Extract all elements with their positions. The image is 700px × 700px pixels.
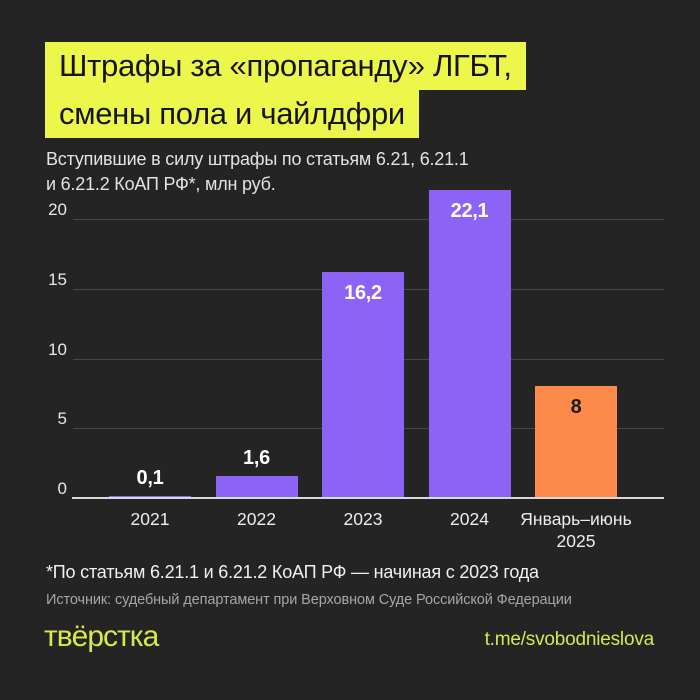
footnote: *По статьям 6.21.1 и 6.21.2 КоАП РФ — на…: [46, 562, 539, 582]
source-credit: Источник: судебный департамент при Верхо…: [46, 592, 572, 608]
telegram-link[interactable]: t.me/svobodnieslova: [484, 629, 655, 650]
gridline-y20: [73, 219, 664, 220]
chart-subtitle: Вступившие в силу штрафы по статьям 6.21…: [46, 149, 469, 194]
y-axis-tick-0: 0: [57, 479, 67, 498]
y-axis-tick-5: 5: [57, 409, 67, 429]
bar-value-label: 22,1: [450, 199, 489, 222]
title-line-1: Штрафы за «пропаганду» ЛГБТ,: [45, 42, 526, 90]
bar-Январь–июнь-2025: 8: [535, 386, 617, 498]
bar-chart: 0 5 10 15 20 0,1 2021 1,6 2022 16,2 2023 22,1 2024 8 Я…: [48, 187, 664, 551]
verstka-logo: твёрстка: [44, 620, 159, 653]
x-axis-label: 2022: [237, 509, 276, 529]
y-axis-tick-20: 20: [48, 200, 67, 219]
x-axis-label: 2024: [450, 509, 489, 529]
x-axis-label: Январь–июнь 2025: [520, 509, 632, 551]
x-axis-label: 2021: [130, 509, 170, 529]
bar-value-label: 16,2: [344, 282, 382, 305]
y-axis-tick-10: 10: [48, 339, 67, 359]
bar-value-label: 1,6: [243, 446, 270, 469]
bar-2024: 22,1: [428, 189, 511, 498]
bar-2023: 16,2: [322, 272, 404, 498]
y-axis-tick-15: 15: [48, 269, 67, 289]
x-axis-line: [72, 497, 664, 499]
page-title: Штрафы за «пропаганду» ЛГБТ, смены пола …: [45, 42, 526, 138]
bar-value-label: 8: [570, 396, 582, 419]
x-axis-label: 2023: [343, 509, 383, 529]
bar-value-label: 0,1: [136, 467, 164, 489]
title-line-2: смены пола и чайлдфри: [45, 90, 419, 138]
bar-2022: 1,6: [215, 447, 298, 498]
